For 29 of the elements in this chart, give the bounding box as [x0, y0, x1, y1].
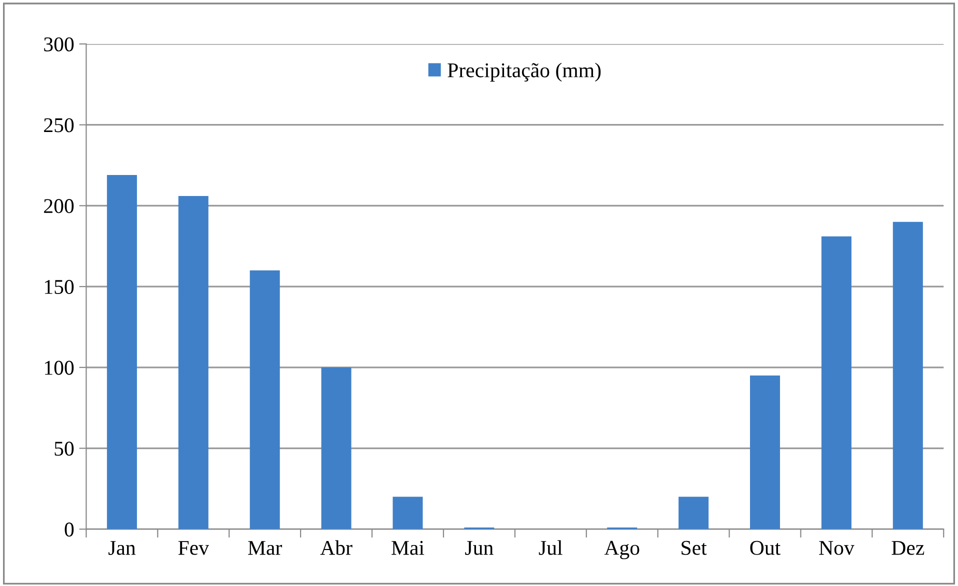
bar [892, 222, 923, 530]
x-tick-label: Jun [465, 541, 494, 555]
bar [678, 496, 709, 530]
x-tick-label: Abr [320, 540, 352, 555]
x-tick-label: Mai [392, 540, 424, 555]
x-tick-label: Fev [178, 541, 210, 555]
x-tick-label: Jul [538, 540, 562, 555]
y-tick-label: 50 [54, 442, 74, 456]
y-tick-label: 0 [64, 522, 74, 537]
x-tick-label: Out [750, 540, 781, 555]
bar [821, 236, 852, 530]
y-tick-label: 200 [44, 199, 74, 214]
y-tick-label: 300 [44, 37, 74, 52]
y-tick-label: 250 [44, 118, 74, 132]
x-tick-label: Dez [892, 541, 924, 555]
y-tick-label: 100 [44, 360, 74, 375]
bar [321, 367, 352, 530]
x-tick-label: Jan [108, 541, 136, 555]
x-tick-label: Mar [248, 541, 282, 555]
x-tick-label: Nov [819, 541, 854, 555]
legend-label: Precipitação (mm) [448, 62, 601, 82]
bar [106, 174, 137, 530]
bar [250, 270, 280, 530]
x-tick-label: Ago [604, 540, 640, 560]
bar [178, 196, 208, 530]
x-tick-label: Set [682, 540, 707, 555]
bar [392, 496, 423, 530]
y-tick-label: 150 [44, 280, 74, 294]
bar [750, 376, 780, 530]
